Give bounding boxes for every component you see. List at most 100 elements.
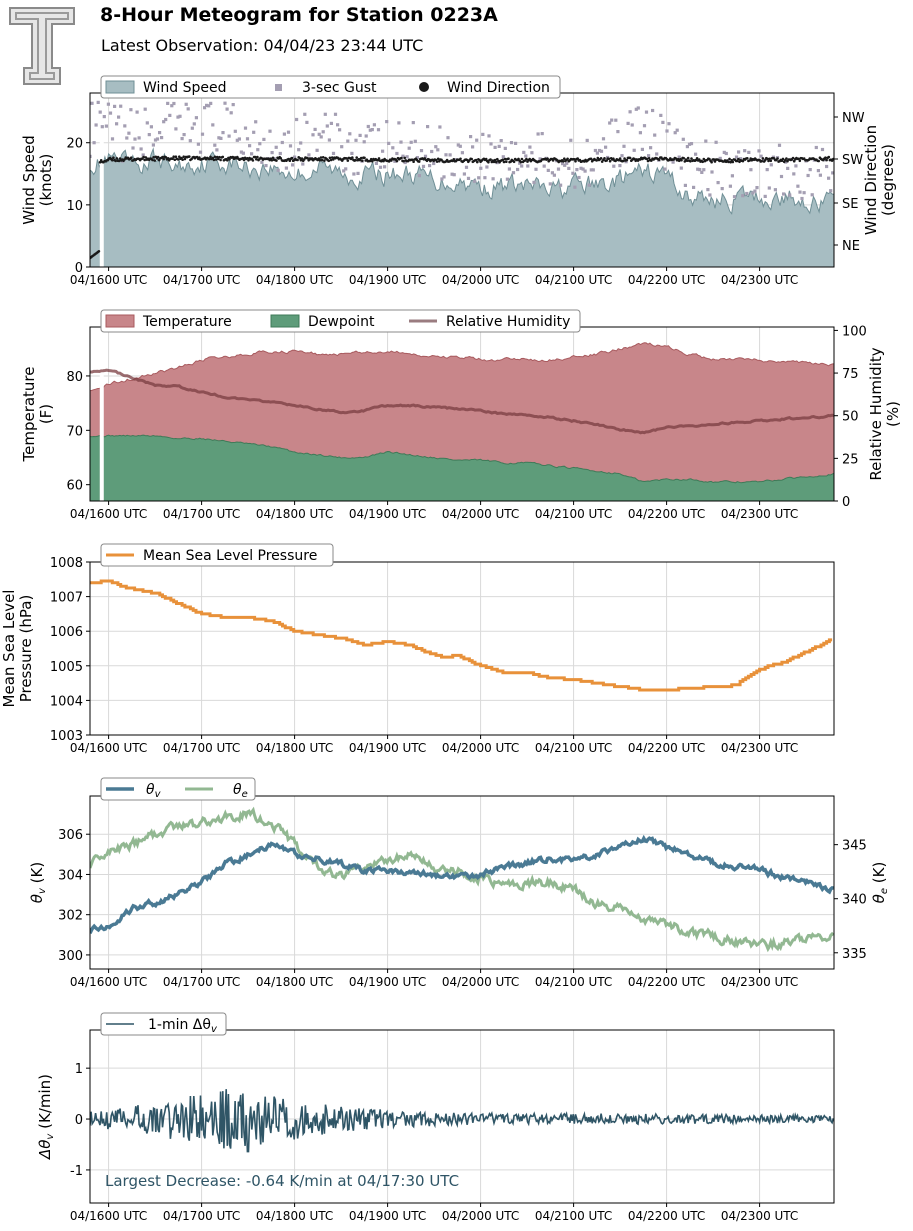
gust-point <box>714 140 718 144</box>
direction-point <box>827 155 831 159</box>
direction-point <box>657 158 661 161</box>
thermo-ytick-label: 60 <box>66 479 83 494</box>
gust-point <box>110 137 115 141</box>
direction-point <box>358 158 362 162</box>
dtheta-xtick-label: 04/1900 UTC <box>349 1209 426 1223</box>
gust-point <box>779 174 784 179</box>
gust-point <box>370 128 374 132</box>
gust-point <box>127 131 131 135</box>
gust-point <box>511 171 516 175</box>
thermo-data-gap <box>99 327 104 501</box>
dtheta-legend <box>100 1012 227 1036</box>
gust-point <box>288 144 293 148</box>
gust-point <box>784 160 788 164</box>
direction-point <box>685 159 689 162</box>
direction-point <box>142 155 145 159</box>
thermo-legend-label: Dewpoint <box>308 314 375 330</box>
direction-point <box>605 159 608 162</box>
direction-point <box>574 160 577 163</box>
dtheta-xtick-label: 04/1600 UTC <box>70 1209 147 1223</box>
pressure-panel: 04/1600 UTC 04/1700 UTC 04/1800 UTC 04/1900… <box>0 543 835 755</box>
thermo-y2-axis-label: Relative Humidity(%) <box>867 347 902 480</box>
gust-point <box>413 139 417 143</box>
gust-point <box>333 112 338 116</box>
gust-point <box>221 131 225 135</box>
direction-point <box>573 158 576 161</box>
gust-point <box>479 166 483 170</box>
gust-point <box>260 160 264 164</box>
gust-point <box>622 144 626 148</box>
gust-point <box>291 163 295 167</box>
direction-point <box>319 156 323 159</box>
gust-point <box>663 167 667 171</box>
gust-point <box>239 150 243 154</box>
gust-point <box>176 115 180 119</box>
direction-point <box>452 158 456 161</box>
gust-point <box>90 101 94 105</box>
gust-point <box>540 132 544 136</box>
pressure-ytick-label: 1003 <box>50 729 83 744</box>
gust-point <box>638 131 642 135</box>
gust-point <box>215 148 219 152</box>
direction-point <box>330 156 334 159</box>
direction-point <box>798 159 802 163</box>
gust-point <box>397 121 401 125</box>
gust-point <box>143 107 147 111</box>
direction-point <box>746 157 749 160</box>
gust-point <box>452 173 456 177</box>
gust-point <box>436 148 440 152</box>
gust-point <box>732 195 737 199</box>
direction-point <box>710 160 713 164</box>
pressure-xtick-label: 04/2200 UTC <box>628 741 705 755</box>
gust-point <box>113 104 117 108</box>
gust-point <box>411 121 415 125</box>
theta-e-line <box>90 806 834 953</box>
thermo-legend <box>100 309 581 333</box>
direction-point <box>111 158 114 162</box>
gust-point <box>352 172 356 176</box>
direction-point <box>563 157 566 160</box>
gust-point <box>671 160 675 164</box>
wind-legend-label: Wind Direction <box>447 80 550 96</box>
direction-point <box>300 157 304 160</box>
theta-v-line <box>90 834 834 934</box>
direction-point <box>181 158 184 161</box>
gust-point <box>141 153 145 157</box>
gust-point <box>550 171 554 175</box>
gust-point <box>153 138 158 142</box>
gust-point <box>321 130 325 134</box>
gust-point <box>393 159 397 163</box>
gust-point <box>534 167 538 171</box>
direction-point <box>501 158 505 162</box>
wind-xtick-label: 04/1800 UTC <box>256 273 333 287</box>
gust-point <box>651 108 655 113</box>
gust-point <box>407 146 411 150</box>
wind-xtick-label: 04/1700 UTC <box>163 273 240 287</box>
direction-point <box>123 158 126 161</box>
gust-point <box>119 104 123 108</box>
gust-point <box>385 120 389 124</box>
gust-point <box>174 127 178 131</box>
direction-point <box>218 155 221 159</box>
gust-point <box>587 183 591 187</box>
gust-point <box>567 166 571 170</box>
gust-point <box>430 149 434 154</box>
gust-point <box>117 115 121 119</box>
gust-point <box>471 145 475 149</box>
direction-point <box>247 159 250 162</box>
direction-point <box>647 157 651 160</box>
gust-point <box>311 133 315 137</box>
gust-point <box>831 171 834 175</box>
gust-point <box>466 176 471 180</box>
direction-point <box>345 157 349 160</box>
direction-point <box>603 157 606 160</box>
direction-point <box>519 160 523 164</box>
direction-point <box>290 156 294 160</box>
gust-point <box>708 193 712 197</box>
gust-point <box>331 151 336 155</box>
theta-y2-axis-label: θe (K) <box>870 862 890 904</box>
gust-point <box>475 138 479 142</box>
gust-point <box>270 151 274 155</box>
direction-point <box>525 157 528 161</box>
gust-point <box>458 144 462 148</box>
